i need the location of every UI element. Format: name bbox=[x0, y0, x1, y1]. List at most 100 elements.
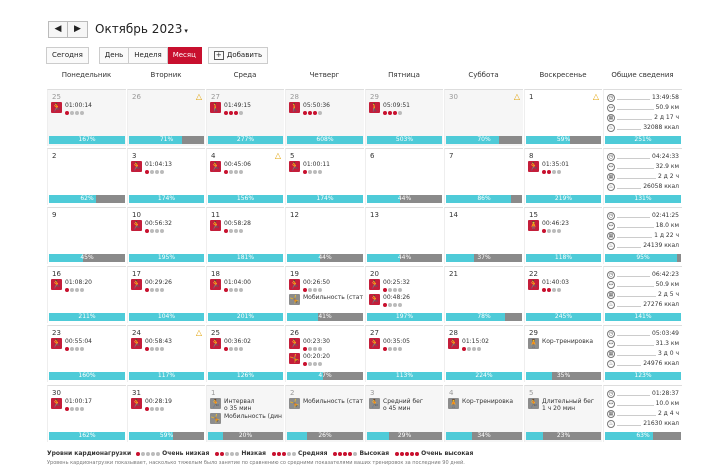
summary-row: ◷ 05:03:49 bbox=[607, 329, 679, 338]
day-number: 16 bbox=[52, 270, 61, 278]
activity-item[interactable]: 🚶 05:09:51 bbox=[369, 102, 410, 115]
day-cell[interactable]: 21 78% bbox=[444, 266, 523, 323]
add-button[interactable]: + Добавить bbox=[207, 47, 269, 64]
activity-item[interactable]: 🏃 00:48:26 bbox=[369, 294, 410, 307]
day-cell[interactable]: 4 🧍 Кор-тренировка 34% bbox=[444, 385, 523, 442]
day-cell[interactable]: 9 45% bbox=[47, 207, 126, 264]
week-view-button[interactable]: Неделя bbox=[129, 47, 168, 64]
day-cell[interactable]: 30 🏃 01:00:17 162% bbox=[47, 385, 126, 442]
activity-item[interactable]: 🏃 01:00:11 bbox=[289, 161, 330, 174]
activity-item[interactable]: 🏃 01:00:14 bbox=[51, 102, 92, 115]
load-percent: 503% bbox=[395, 136, 414, 143]
day-cell[interactable]: 26 🏃 00:23:30 🤸 00:20:20 47% bbox=[285, 325, 364, 382]
day-cell[interactable]: 25 🏃 00:36:02 126% bbox=[206, 325, 284, 382]
load-bar-fill bbox=[129, 432, 174, 440]
activity-item[interactable]: 🚶 01:49:15 bbox=[210, 102, 251, 115]
day-cell[interactable]: 5 🏃 Длительный бег 1 ч 20 мин 23% bbox=[524, 385, 602, 442]
intensity-dot bbox=[462, 347, 466, 351]
day-cell[interactable]: 11 🏃 00:58:28 181% bbox=[206, 207, 284, 264]
day-cell[interactable]: 17 🏃 00:29:26 104% bbox=[127, 266, 205, 323]
day-cell[interactable]: 15 🧍 00:46:23 118% bbox=[524, 207, 602, 264]
activity-details: 01:04:13 bbox=[145, 161, 172, 174]
day-cell[interactable]: 1 🏃 Интервал о 35 мин 🤸 Мобильность (дин 20% bbox=[206, 385, 284, 442]
day-cell[interactable]: 2 62% bbox=[47, 148, 126, 205]
activity-item[interactable]: 🏃 Интервал о 35 мин bbox=[210, 398, 254, 412]
activity-item[interactable]: 🏃 00:56:32 bbox=[131, 220, 172, 233]
activity-item[interactable]: 🏃 01:15:02 bbox=[448, 338, 489, 351]
day-view-button[interactable]: День bbox=[98, 47, 130, 64]
activity-item[interactable]: 🏃 00:26:50 bbox=[289, 279, 330, 292]
activity-item[interactable]: 🏃 00:28:19 bbox=[131, 398, 172, 411]
activity-item[interactable]: 🧍 Кор-тренировка bbox=[448, 398, 513, 409]
intensity-dot bbox=[547, 288, 551, 292]
activity-item[interactable]: 🚶 05:50:36 bbox=[289, 102, 330, 115]
activity-item[interactable]: 🤸 Мобильность (стат bbox=[289, 398, 363, 409]
activity-item[interactable]: 🏃 01:08:20 bbox=[51, 279, 92, 292]
day-cell[interactable]: 12 44% bbox=[285, 207, 364, 264]
activity-item[interactable]: 🏃 Средний бег о 45 мин bbox=[369, 398, 423, 412]
load-bar: 503% bbox=[367, 136, 442, 144]
activity-item[interactable]: 🏃 00:35:05 bbox=[369, 338, 410, 351]
day-cell[interactable]: 13 44% bbox=[365, 207, 443, 264]
day-cell[interactable]: 28 🏃 01:15:02 224% bbox=[444, 325, 523, 382]
intensity-dots bbox=[383, 288, 410, 292]
day-cell[interactable]: 22 🏃 01:40:03 245% bbox=[524, 266, 602, 323]
prev-month-button[interactable]: ◀ bbox=[48, 20, 68, 38]
activity-item[interactable]: 🏃 00:29:26 bbox=[131, 279, 172, 292]
activity-item[interactable]: 🏃 00:55:04 bbox=[51, 338, 92, 351]
day-cell[interactable]: 3 🏃 01:04:13 174% bbox=[127, 148, 205, 205]
activity-item[interactable]: 🏃 00:58:28 bbox=[210, 220, 251, 233]
activity-item[interactable]: 🏃 01:40:03 bbox=[528, 279, 569, 292]
day-cell[interactable]: 2 🤸 Мобильность (стат 26% bbox=[285, 385, 364, 442]
runner-icon: 🏃 bbox=[210, 279, 221, 290]
day-cell[interactable]: 8 🏃 01:35:01 219% bbox=[524, 148, 602, 205]
day-cell[interactable]: 4 △ 🏃 00:45:06 156% bbox=[206, 148, 284, 205]
day-cell[interactable]: 14 37% bbox=[444, 207, 523, 264]
activity-item[interactable]: 🏃 00:23:30 bbox=[289, 338, 330, 351]
month-view-button[interactable]: Месяц bbox=[167, 47, 202, 64]
month-selector[interactable]: Октябрь 2023 ▾ bbox=[95, 22, 188, 36]
activity-item[interactable]: 🏃 01:00:17 bbox=[51, 398, 92, 411]
day-cell[interactable]: 18 🏃 01:04:00 201% bbox=[206, 266, 284, 323]
activity-item[interactable]: 🧍 Кор-тренировка bbox=[528, 338, 593, 349]
activity-item[interactable]: 🏃 01:04:13 bbox=[131, 161, 172, 174]
activity-item[interactable]: 🏃 01:35:01 bbox=[528, 161, 569, 174]
activity-item[interactable]: 🏃 01:04:00 bbox=[210, 279, 251, 292]
activity-item[interactable]: 🤸 00:20:20 bbox=[289, 353, 330, 366]
next-month-button[interactable]: ▶ bbox=[68, 20, 88, 38]
intensity-dot bbox=[229, 347, 233, 351]
day-cell[interactable]: 1 △ 59% bbox=[524, 89, 602, 146]
day-cell[interactable]: 10 🏃 00:56:32 195% bbox=[127, 207, 205, 264]
day-cell[interactable]: 6 44% bbox=[365, 148, 443, 205]
activity-item[interactable]: 🏃 00:58:43 bbox=[131, 338, 172, 351]
day-cell[interactable]: 16 🏃 01:08:20 211% bbox=[47, 266, 126, 323]
day-cell[interactable]: 25 🏃 01:00:14 167% bbox=[47, 89, 126, 146]
activity-item[interactable]: 🏃 Длительный бег 1 ч 20 мин bbox=[528, 398, 594, 412]
day-cell[interactable]: 23 🏃 00:55:04 160% bbox=[47, 325, 126, 382]
activity-item[interactable]: 🤸 Мобильность (дин bbox=[210, 413, 282, 424]
activity-item[interactable]: 🏃 00:45:06 bbox=[210, 161, 251, 174]
day-cell[interactable]: 3 🏃 Средний бег о 45 мин 29% bbox=[365, 385, 443, 442]
summary-time: 04:24:33 bbox=[652, 153, 679, 160]
activity-item[interactable]: 🏃 00:25:32 bbox=[369, 279, 410, 292]
activity-item[interactable]: 🧍 00:46:23 bbox=[528, 220, 569, 233]
today-button[interactable]: Сегодня bbox=[46, 47, 89, 64]
day-cell[interactable]: 30 △ 70% bbox=[444, 89, 523, 146]
day-cell[interactable]: 24 △ 🏃 00:58:43 117% bbox=[127, 325, 205, 382]
day-cell[interactable]: 31 🏃 00:28:19 59% bbox=[127, 385, 205, 442]
day-cell[interactable]: 19 🏃 00:26:50 🤸 Мобильность (стат 41% bbox=[285, 266, 364, 323]
day-cell[interactable]: 7 86% bbox=[444, 148, 523, 205]
day-cell[interactable]: 26 △ 71% bbox=[127, 89, 205, 146]
load-bar: 45% bbox=[49, 254, 125, 262]
day-cell[interactable]: 5 🏃 01:00:11 174% bbox=[285, 148, 364, 205]
summary-divider bbox=[617, 96, 651, 100]
day-cell[interactable]: 27 🚶 01:49:15 277% bbox=[206, 89, 284, 146]
day-cell[interactable]: 28 🚶 05:50:36 608% bbox=[285, 89, 364, 146]
day-cell[interactable]: 29 🚶 05:09:51 503% bbox=[365, 89, 443, 146]
activity-item[interactable]: 🤸 Мобильность (стат bbox=[289, 294, 363, 305]
day-cell[interactable]: 29 🧍 Кор-тренировка 35% bbox=[524, 325, 602, 382]
intensity-dot bbox=[70, 407, 74, 411]
day-cell[interactable]: 27 🏃 00:35:05 113% bbox=[365, 325, 443, 382]
activity-item[interactable]: 🏃 00:36:02 bbox=[210, 338, 251, 351]
day-cell[interactable]: 20 🏃 00:25:32 🏃 00:48:26 197% bbox=[365, 266, 443, 323]
